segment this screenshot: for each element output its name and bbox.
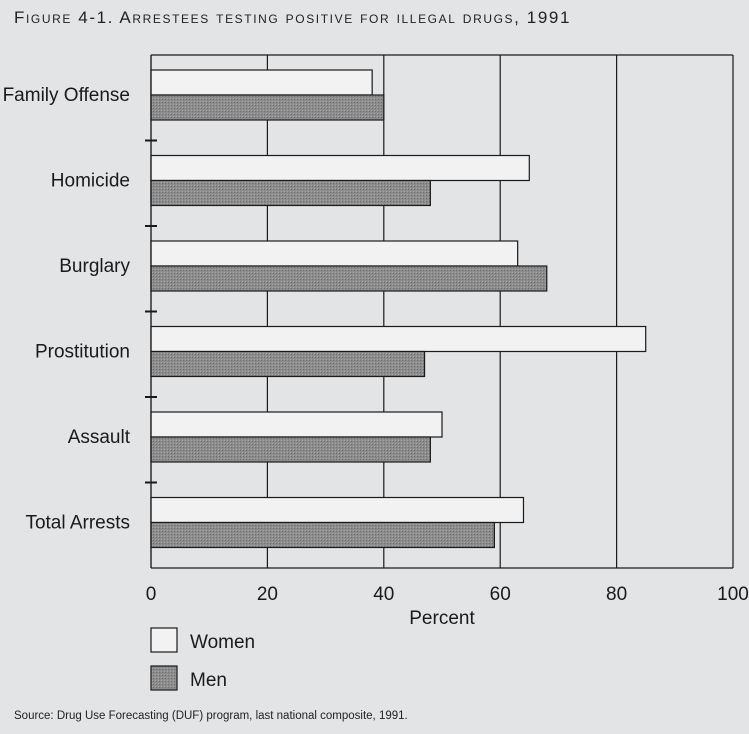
x-tick-label-100: 100 — [717, 584, 749, 605]
category-label-family-offense: Family Offense — [3, 85, 130, 106]
bar-women-prostitution — [150, 325, 647, 353]
bar-men-family-offense — [150, 94, 385, 121]
chart-title: Figure 4-1. Arrestees testing positive f… — [14, 8, 572, 27]
x-tick-label-60: 60 — [490, 584, 511, 605]
category-label-homicide: Homicide — [51, 171, 130, 192]
category-label-burglary: Burglary — [59, 256, 130, 277]
bar-women-assault — [150, 411, 443, 438]
category-label-assault: Assault — [68, 427, 131, 448]
bar-women-burglary — [150, 240, 519, 267]
bar-men-homicide — [150, 179, 431, 207]
bar-women-homicide — [150, 154, 530, 182]
legend-label-women: Women — [190, 632, 255, 653]
source-note: Source: Drug Use Forecasting (DUF) progr… — [14, 710, 408, 722]
legend-label-men: Men — [190, 670, 227, 691]
x-tick-label-20: 20 — [257, 584, 278, 605]
category-label-prostitution: Prostitution — [35, 342, 130, 363]
bar-men-burglary — [150, 265, 548, 292]
bar-men-assault — [150, 436, 431, 463]
x-tick-label-40: 40 — [373, 584, 394, 605]
bar-men-total-arrests — [150, 521, 495, 549]
bar-women-family-offense — [150, 69, 373, 96]
x-tick-label-80: 80 — [606, 584, 627, 605]
legend-swatch-women — [150, 627, 178, 653]
x-axis-label: Percent — [409, 608, 475, 629]
bar-men-prostitution — [150, 350, 426, 378]
x-tick-label-0: 0 — [146, 584, 157, 605]
category-label-total-arrests: Total Arrests — [25, 513, 130, 534]
legend-swatch-men — [150, 665, 178, 691]
bar-women-total-arrests — [150, 496, 525, 524]
